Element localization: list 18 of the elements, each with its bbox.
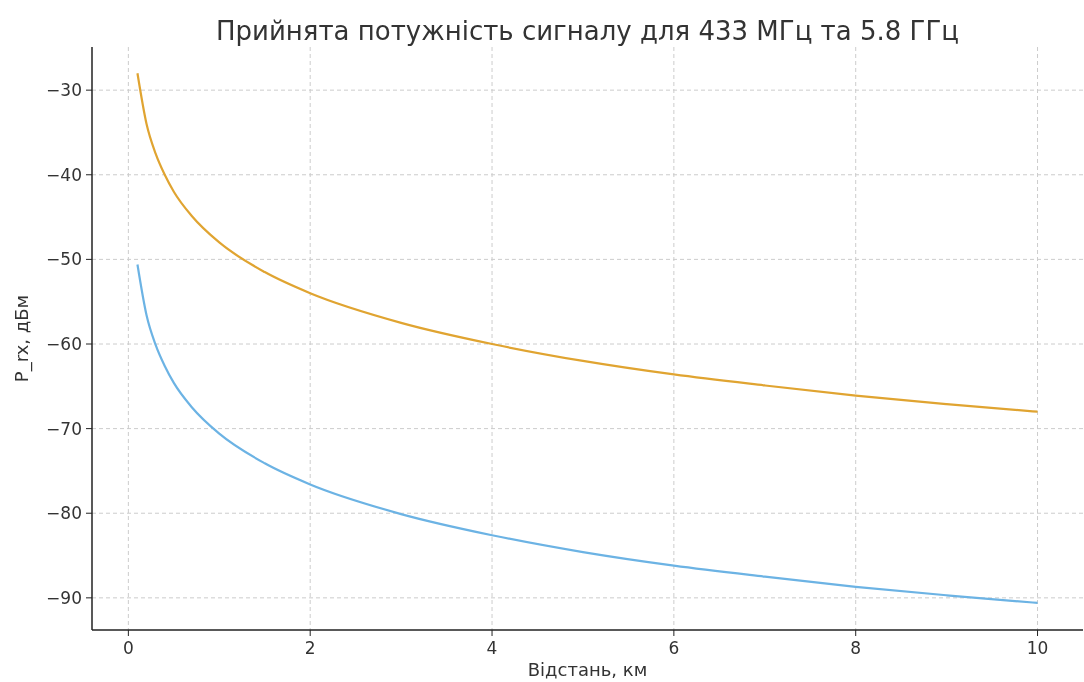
x-tick-label: 8 — [850, 638, 862, 658]
line-series — [136, 72, 1039, 413]
y-axis-title: P_rx, дБм — [11, 294, 33, 383]
x-axis-title: Відстань, км — [527, 659, 648, 680]
x-tick-label: 10 — [1026, 638, 1049, 658]
y-tick-label: −90 — [46, 587, 82, 608]
y-tick-label: −70 — [46, 418, 82, 439]
x-tick-label: 0 — [122, 638, 134, 658]
y-tick-label: −50 — [46, 249, 82, 270]
y-tick-label: −30 — [46, 80, 82, 101]
x-tick-label: 6 — [668, 638, 680, 658]
x-tick-label: 4 — [486, 638, 498, 658]
line-series — [136, 263, 1039, 605]
y-tick-label: −80 — [46, 503, 82, 524]
y-tick-label: −40 — [46, 164, 82, 185]
x-tick-label: 2 — [304, 638, 316, 658]
y-tick-label: −60 — [46, 334, 82, 354]
chart-title: Прийнята потужність сигналу для 433 МГц та 5.8 ГГц — [215, 16, 960, 46]
